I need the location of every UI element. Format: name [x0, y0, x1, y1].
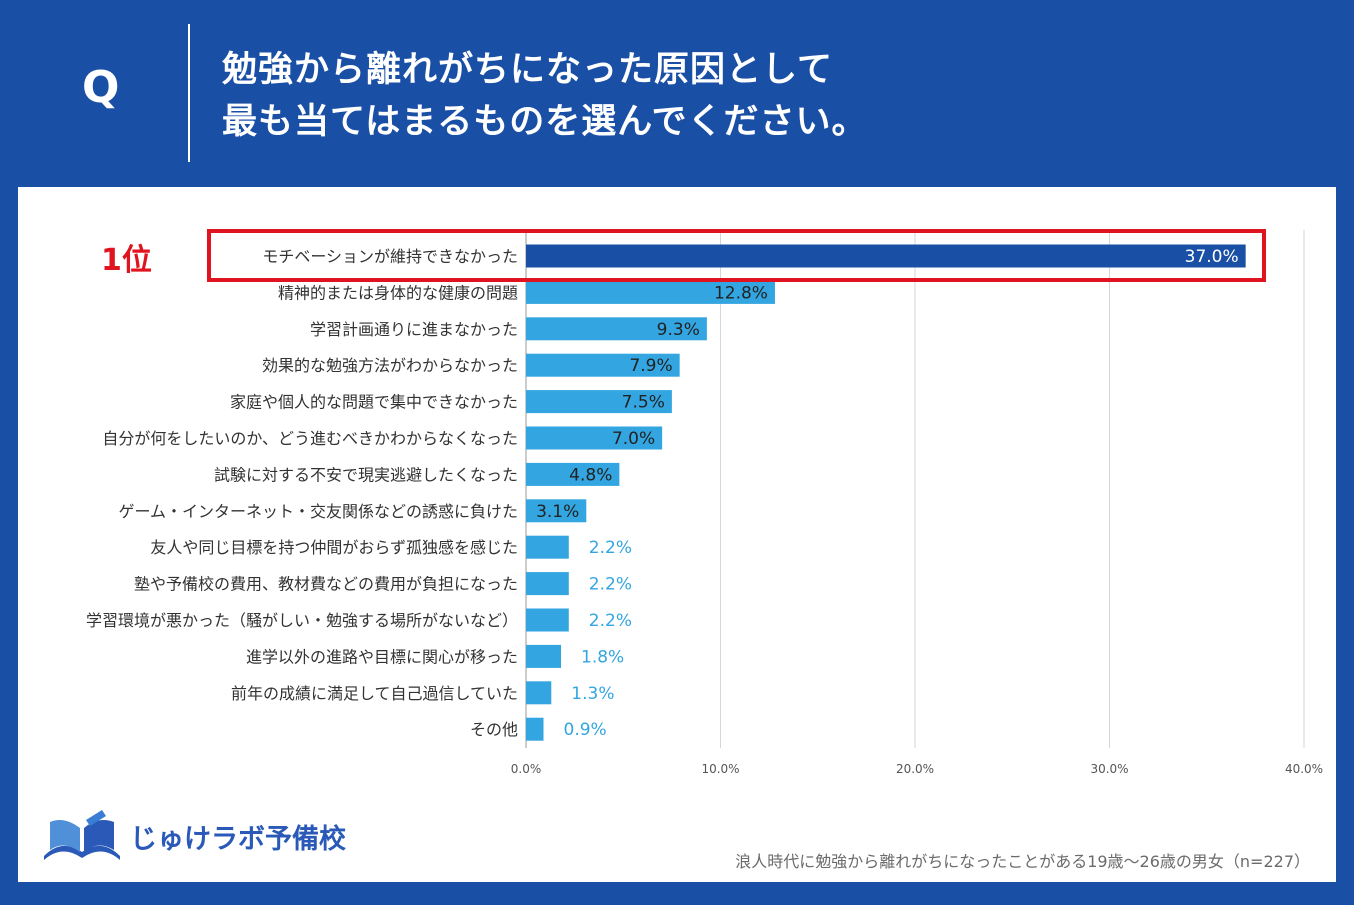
value-label: 0.9% [564, 720, 607, 740]
category-label: ゲーム・インターネット・交友関係などの誘惑に負けた [118, 502, 518, 521]
bar [526, 390, 672, 414]
x-tick-label: 10.0% [701, 762, 739, 776]
rank-label: 1位 [101, 243, 152, 278]
bar [526, 535, 569, 559]
bar [526, 353, 680, 377]
category-label: 学習計画通りに進まなかった [310, 320, 518, 339]
top-rank-highlight-box [207, 229, 1266, 282]
x-tick-label: 30.0% [1090, 762, 1128, 776]
category-label: 学習環境が悪かった（騒がしい・勉強する場所がないなど） [86, 611, 518, 630]
category-label: 精神的または身体的な健康の問題 [278, 283, 518, 302]
question-title-line2: 最も当てはまるものを選んでください。 [222, 102, 868, 142]
category-label: 進学以外の進路や目標に関心が移った [246, 647, 518, 666]
category-label: その他 [470, 720, 518, 739]
category-label: モチベーションが維持できなかった [262, 247, 518, 266]
logo-text: じゅけラボ予備校 [130, 823, 346, 855]
category-label: 効果的な勉強方法がわからなかった [262, 356, 518, 375]
bar [526, 462, 620, 486]
bar [526, 499, 587, 523]
bar [526, 681, 552, 705]
q-letter: Q [82, 62, 120, 113]
category-label: 自分が何をしたいのか、どう進むべきかわからなくなった [102, 429, 518, 448]
category-label: 家庭や個人的な問題で集中できなかった [230, 393, 518, 412]
category-label: 前年の成績に満足して自己過信していた [231, 684, 518, 703]
value-label: 7.5% [622, 393, 665, 413]
value-label: 2.2% [589, 538, 632, 558]
logo: じゅけラボ予備校 [40, 808, 346, 864]
book-logo-icon [44, 810, 120, 860]
bar [526, 644, 562, 668]
value-label: 1.3% [571, 684, 614, 704]
category-label: 試験に対する不安で現実逃避したくなった [214, 465, 518, 484]
header-divider [188, 24, 190, 162]
value-label: 2.2% [589, 575, 632, 595]
category-label: 友人や同じ目標を持つ仲間がおらず孤独感を感じた [150, 538, 518, 557]
category-label: 塾や予備校の費用、教材費などの費用が負担になった [134, 575, 518, 594]
value-label: 1.8% [581, 647, 624, 667]
x-tick-label: 40.0% [1285, 762, 1323, 776]
bar [526, 426, 663, 450]
bar [526, 280, 775, 304]
bar [526, 572, 569, 596]
footnote: 浪人時代に勉強から離れがちになったことがある19歳～26歳の男女（n=227） [735, 852, 1310, 871]
bar [526, 317, 707, 341]
bar [526, 608, 569, 632]
value-label: 12.8% [714, 283, 768, 303]
value-label: 4.8% [569, 465, 612, 485]
value-label: 9.3% [657, 320, 700, 340]
value-label: 7.9% [629, 356, 672, 376]
x-tick-label: 20.0% [896, 762, 934, 776]
bar [526, 244, 1246, 268]
question-title: 勉強から離れがちになった原因として 最も当てはまるものを選んでください。 [222, 44, 868, 148]
question-title-line1: 勉強から離れがちになった原因として [222, 50, 833, 90]
value-label: 37.0% [1185, 247, 1239, 267]
value-label: 3.1% [536, 502, 579, 522]
value-label: 2.2% [589, 611, 632, 631]
bar [526, 717, 544, 741]
value-label: 7.0% [612, 429, 655, 449]
x-tick-label: 0.0% [511, 762, 542, 776]
